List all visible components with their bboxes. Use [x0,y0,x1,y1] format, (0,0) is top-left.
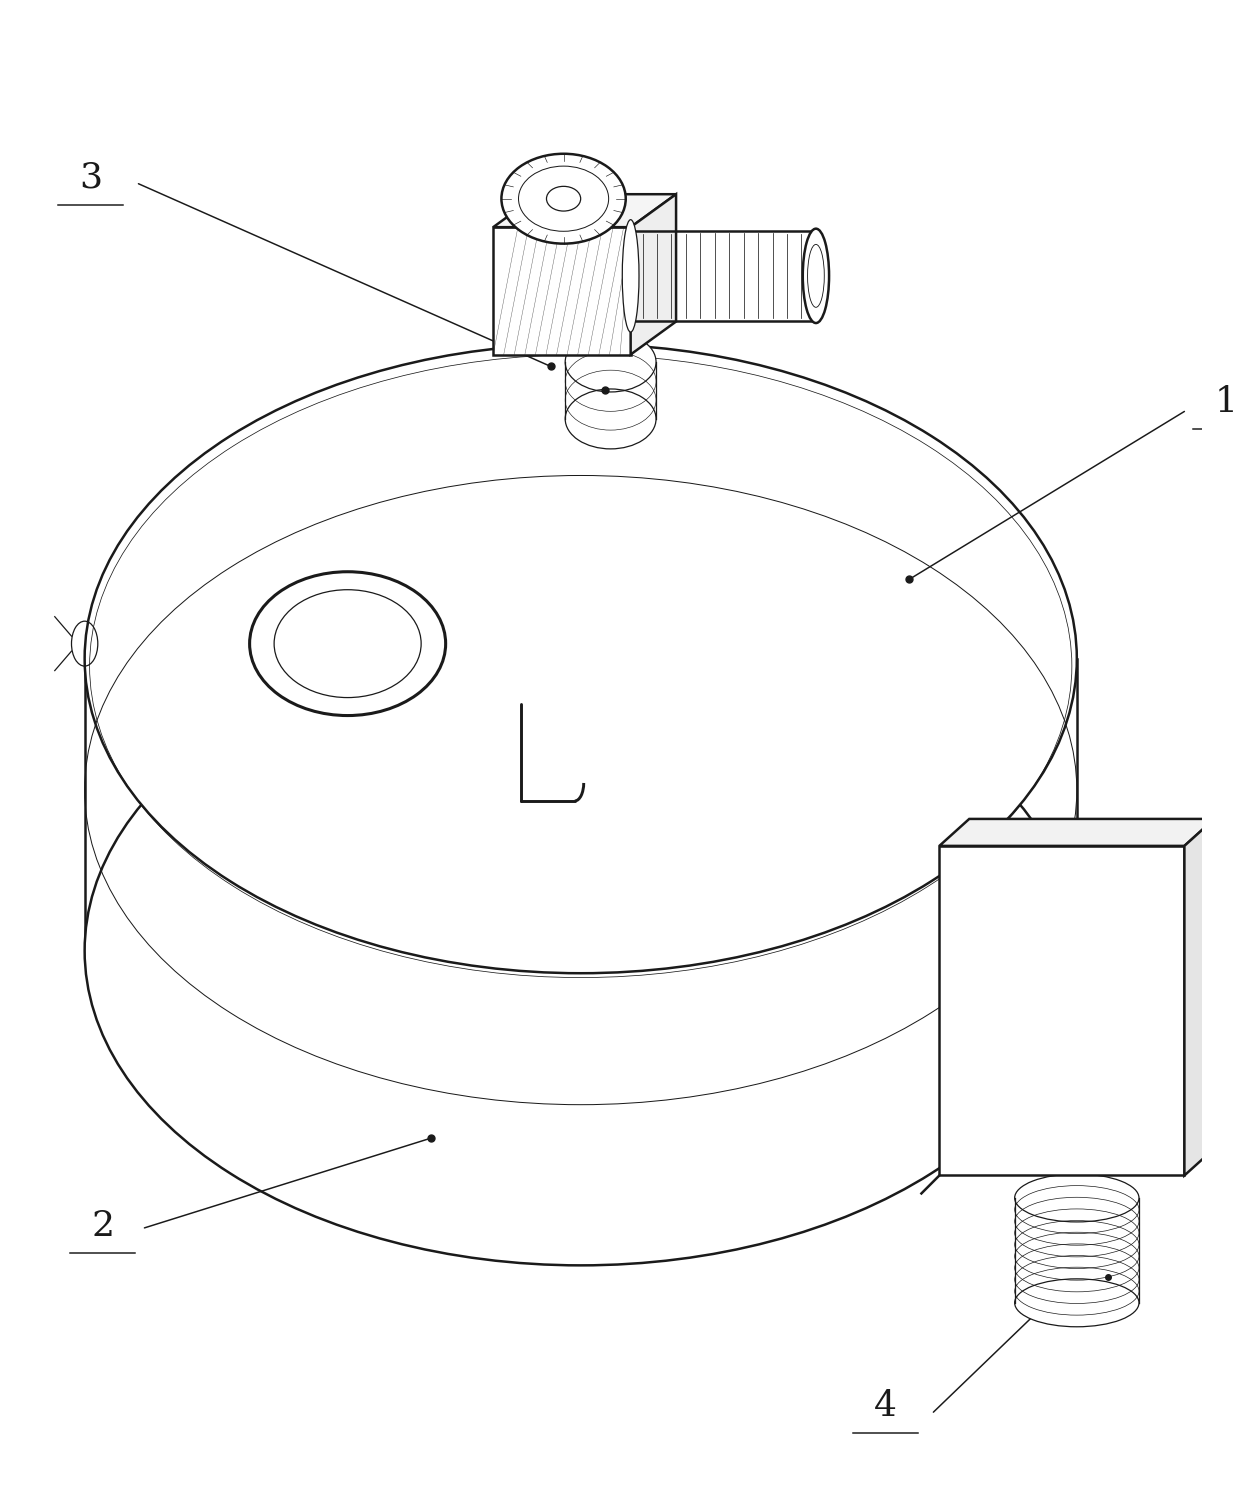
Ellipse shape [84,637,1076,1266]
Polygon shape [940,845,1184,1175]
Polygon shape [940,820,1214,845]
Polygon shape [1184,820,1214,1175]
Ellipse shape [501,154,626,243]
Ellipse shape [249,572,445,715]
Ellipse shape [1014,1279,1140,1328]
Text: 3: 3 [79,160,102,194]
Ellipse shape [84,345,1076,974]
Polygon shape [494,194,676,227]
Text: 1: 1 [1215,386,1238,419]
Text: 2: 2 [91,1210,114,1243]
Polygon shape [631,194,676,354]
Ellipse shape [1014,1173,1140,1222]
Ellipse shape [565,333,656,392]
Ellipse shape [622,219,639,333]
Polygon shape [494,227,631,354]
Text: 4: 4 [874,1388,897,1423]
Ellipse shape [802,228,830,324]
